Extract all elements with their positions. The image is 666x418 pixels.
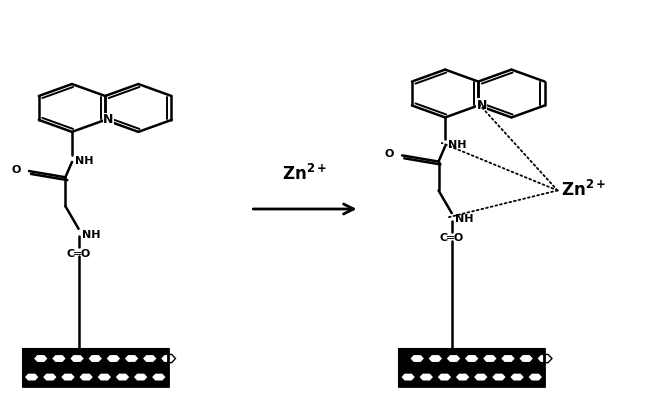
- Text: NH: NH: [455, 214, 474, 224]
- Polygon shape: [115, 373, 130, 381]
- Polygon shape: [410, 354, 425, 363]
- Polygon shape: [124, 354, 139, 363]
- Text: N: N: [476, 99, 487, 112]
- Polygon shape: [61, 373, 76, 381]
- Text: NH: NH: [75, 156, 94, 166]
- FancyBboxPatch shape: [399, 349, 544, 386]
- Text: $\mathbf{Zn^{2+}}$: $\mathbf{Zn^{2+}}$: [282, 164, 328, 184]
- Polygon shape: [151, 373, 166, 381]
- Text: NH: NH: [82, 230, 101, 240]
- Polygon shape: [464, 354, 480, 363]
- Polygon shape: [419, 373, 434, 381]
- Text: C═O: C═O: [440, 233, 464, 243]
- Polygon shape: [455, 373, 470, 381]
- Polygon shape: [482, 354, 498, 363]
- Polygon shape: [527, 373, 543, 381]
- Polygon shape: [51, 354, 67, 363]
- Polygon shape: [106, 354, 121, 363]
- Polygon shape: [33, 354, 49, 363]
- Polygon shape: [142, 354, 157, 363]
- Polygon shape: [437, 373, 452, 381]
- Polygon shape: [97, 373, 112, 381]
- Polygon shape: [519, 354, 534, 363]
- Polygon shape: [473, 373, 488, 381]
- Polygon shape: [537, 354, 552, 363]
- Polygon shape: [161, 354, 176, 363]
- Polygon shape: [79, 373, 94, 381]
- Text: NH: NH: [448, 140, 467, 150]
- Polygon shape: [69, 354, 85, 363]
- Polygon shape: [428, 354, 443, 363]
- Text: N: N: [103, 113, 114, 126]
- Text: $\mathbf{Zn^{2+}}$: $\mathbf{Zn^{2+}}$: [561, 181, 606, 201]
- Text: C═O: C═O: [67, 249, 91, 259]
- Bar: [23, 349, 168, 386]
- Polygon shape: [492, 373, 507, 381]
- FancyBboxPatch shape: [23, 349, 168, 386]
- Polygon shape: [400, 373, 416, 381]
- Polygon shape: [42, 373, 57, 381]
- Polygon shape: [24, 373, 39, 381]
- Polygon shape: [509, 373, 525, 381]
- Polygon shape: [88, 354, 103, 363]
- Text: O: O: [12, 165, 21, 175]
- Text: O: O: [385, 149, 394, 159]
- Polygon shape: [133, 373, 149, 381]
- Polygon shape: [446, 354, 461, 363]
- Polygon shape: [500, 354, 515, 363]
- Bar: [399, 349, 544, 386]
